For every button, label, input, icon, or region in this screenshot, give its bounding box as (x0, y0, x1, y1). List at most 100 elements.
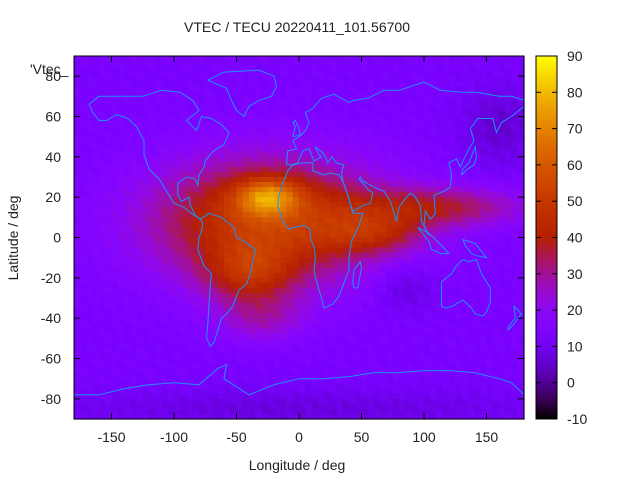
heatmap-cell (392, 106, 400, 113)
heatmap-cell (117, 353, 125, 360)
heatmap-cell (405, 166, 413, 173)
heatmap-cell (336, 161, 344, 168)
heatmap-cell (342, 247, 350, 254)
heatmap-cell (342, 141, 350, 148)
heatmap-cell (480, 292, 488, 299)
heatmap-cell (274, 81, 281, 87)
heatmap-cell (480, 328, 488, 334)
heatmap-cell (505, 146, 513, 153)
heatmap-cell (149, 383, 156, 390)
heatmap-cell (436, 76, 444, 82)
heatmap-cell (205, 252, 213, 259)
heatmap-cell (142, 318, 150, 324)
heatmap-cell (174, 338, 181, 344)
heatmap-cell (105, 383, 113, 390)
heatmap-cell (136, 182, 144, 188)
heatmap-cell (299, 232, 306, 239)
heatmap-cell (80, 398, 88, 405)
heatmap-cell (249, 61, 256, 67)
heatmap-cell (86, 398, 94, 405)
heatmap-cell (99, 227, 106, 234)
heatmap-cell (342, 277, 350, 284)
heatmap-cell (136, 207, 144, 213)
heatmap-cell (349, 298, 356, 304)
heatmap-cell (274, 287, 281, 294)
heatmap-cell (255, 363, 263, 370)
heatmap-cell (480, 363, 488, 370)
heatmap-cell (436, 298, 444, 304)
heatmap-cell (249, 298, 256, 304)
heatmap-cell (105, 146, 113, 153)
heatmap-cell (330, 101, 338, 108)
heatmap-cell (186, 161, 194, 168)
heatmap-cell (317, 383, 325, 390)
heatmap-cell (92, 252, 100, 259)
heatmap-cell (399, 292, 406, 299)
heatmap-cell (74, 368, 81, 375)
heatmap-cell (130, 91, 138, 97)
heatmap-cell (167, 217, 175, 223)
heatmap-cell (249, 106, 256, 113)
heatmap-cell (130, 298, 138, 304)
heatmap-cell (261, 383, 269, 390)
heatmap-cell (455, 56, 463, 62)
heatmap-cell (436, 277, 444, 284)
heatmap-cell (349, 333, 356, 339)
heatmap-cell (386, 187, 394, 193)
heatmap-cell (130, 76, 138, 82)
heatmap-cell (411, 146, 419, 153)
heatmap-cell (399, 257, 406, 264)
heatmap-cell (480, 287, 488, 294)
heatmap-cell (180, 151, 188, 158)
heatmap-cell (186, 363, 194, 370)
heatmap-cell (342, 81, 350, 87)
heatmap-cell (517, 328, 525, 334)
heatmap-cell (405, 207, 413, 213)
heatmap-cell (386, 61, 394, 67)
heatmap-cell (417, 303, 425, 309)
heatmap-cell (367, 56, 375, 62)
heatmap-cell (411, 151, 419, 158)
heatmap-cell (192, 267, 200, 274)
heatmap-cell (292, 197, 300, 203)
heatmap-cell (105, 212, 113, 218)
heatmap-cell (192, 187, 200, 193)
heatmap-cell (274, 86, 281, 92)
heatmap-cell (305, 398, 313, 405)
heatmap-cell (342, 171, 350, 178)
heatmap-cell (136, 333, 144, 339)
heatmap-cell (211, 151, 219, 158)
heatmap-cell (274, 318, 281, 324)
heatmap-cell (99, 252, 106, 259)
heatmap-cell (130, 71, 138, 77)
heatmap-cell (211, 121, 219, 128)
heatmap-cell (130, 247, 138, 254)
heatmap-cell (130, 171, 138, 178)
heatmap-cell (474, 81, 481, 87)
heatmap-cell (311, 323, 319, 329)
heatmap-cell (405, 217, 413, 223)
heatmap-cell (399, 323, 406, 329)
heatmap-cell (380, 267, 388, 274)
heatmap-cell (274, 323, 281, 329)
heatmap-cell (324, 388, 331, 395)
heatmap-cell (217, 257, 225, 264)
heatmap-cell (380, 76, 388, 82)
heatmap-cell (411, 292, 419, 299)
heatmap-cell (255, 247, 263, 254)
heatmap-cell (149, 86, 156, 92)
heatmap-cell (505, 207, 513, 213)
heatmap-cell (367, 222, 375, 229)
heatmap-cell (161, 187, 169, 193)
heatmap-cell (236, 177, 244, 183)
heatmap-cell (167, 348, 175, 355)
heatmap-cell (249, 161, 256, 168)
heatmap-cell (417, 136, 425, 143)
heatmap-cell (442, 282, 450, 289)
heatmap-cell (480, 156, 488, 163)
heatmap-cell (305, 202, 313, 208)
heatmap-cell (311, 146, 319, 153)
heatmap-cell (411, 227, 419, 234)
heatmap-cell (511, 66, 519, 72)
heatmap-cell (511, 247, 519, 254)
